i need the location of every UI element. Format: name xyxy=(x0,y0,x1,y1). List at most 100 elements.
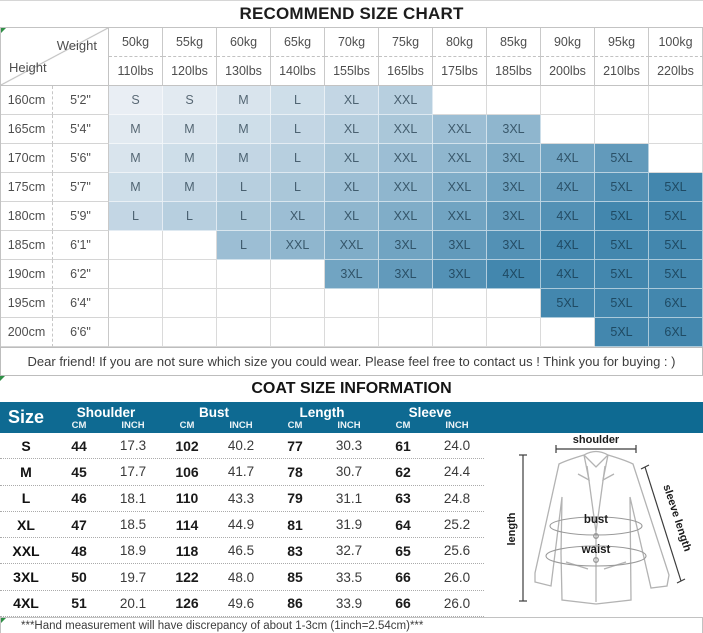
inch-value: 32.7 xyxy=(335,543,363,559)
cm-value: 114 xyxy=(175,516,199,533)
size-cell xyxy=(649,144,703,173)
unit-inch-label: INCH xyxy=(445,420,469,431)
length-measure-line xyxy=(519,454,527,602)
weight-lbs-header: 220lbs xyxy=(649,57,703,86)
size-cell xyxy=(379,318,433,347)
inch-value: 41.7 xyxy=(227,464,255,480)
cm-value: 126 xyxy=(175,595,199,612)
inch-value: 20.1 xyxy=(119,595,147,611)
unit-cm-label: CM xyxy=(395,420,411,431)
height-axis-label: Height xyxy=(9,60,47,75)
height-ft-label: 5'6" xyxy=(53,144,109,173)
size-cell xyxy=(541,318,595,347)
sleeve-length-label: sleeve length xyxy=(660,483,693,553)
inch-value: 25.2 xyxy=(443,517,471,533)
weight-kg-header: 80kg xyxy=(433,28,487,57)
weight-kg-header: 55kg xyxy=(163,28,217,57)
contact-note-text: Dear friend! If you are not sure which s… xyxy=(27,354,676,369)
size-chart-grid: Weight Height 50kg 55kg 60kg 65kg 70kg 75kg 80… xyxy=(0,27,703,347)
size-cell: XXL xyxy=(433,173,487,202)
inch-value: 33.9 xyxy=(335,595,363,611)
unit-cm-label: CM xyxy=(179,420,195,431)
size-cell xyxy=(163,289,217,318)
bust-label: bust xyxy=(584,514,608,526)
coat-row: XL 47 18.5 114 44.9 81 31.9 64 25.2 xyxy=(0,512,484,539)
size-cell: 5XL xyxy=(649,260,703,289)
coat-size-label: XXL xyxy=(12,542,40,559)
size-cell: XXL xyxy=(433,202,487,231)
size-cell xyxy=(217,260,271,289)
size-cell xyxy=(163,318,217,347)
size-cell: XL xyxy=(325,86,379,115)
size-cell: L xyxy=(217,202,271,231)
size-cell: M xyxy=(109,173,163,202)
inch-value: 46.5 xyxy=(227,543,255,559)
coat-row: XXL 48 18.9 118 46.5 83 32.7 65 25.6 xyxy=(0,538,484,565)
coat-group-header: Shoulder CM INCH xyxy=(52,402,160,433)
size-cell: M xyxy=(109,115,163,144)
weight-height-corner-cell: Weight Height xyxy=(1,28,109,86)
inch-value: 44.9 xyxy=(227,517,255,533)
inch-value: 30.3 xyxy=(335,438,363,454)
size-cell: L xyxy=(217,173,271,202)
height-cm-label: 160cm xyxy=(1,86,53,115)
cm-value: 79 xyxy=(287,490,303,507)
inch-value: 18.5 xyxy=(119,517,147,533)
cm-value: 46 xyxy=(71,490,87,507)
size-cell xyxy=(163,260,217,289)
size-cell xyxy=(217,289,271,318)
size-cell: XXL xyxy=(379,115,433,144)
cm-value: 64 xyxy=(395,516,411,533)
inch-value: 17.3 xyxy=(119,438,147,454)
size-cell: 4XL xyxy=(541,202,595,231)
size-cell: 3XL xyxy=(433,260,487,289)
inch-value: 33.5 xyxy=(335,569,363,585)
size-cell xyxy=(433,86,487,115)
coat-group-label: Shoulder xyxy=(76,405,136,420)
cm-value: 45 xyxy=(71,463,87,480)
height-ft-label: 5'9" xyxy=(53,202,109,231)
height-cm-label: 165cm xyxy=(1,115,53,144)
height-ft-label: 6'4" xyxy=(53,289,109,318)
bust-measure-ellipse xyxy=(549,516,643,536)
unit-cm-label: CM xyxy=(287,420,303,431)
cm-value: 66 xyxy=(395,569,411,586)
coat-size-title: COAT SIZE INFORMATION xyxy=(0,376,703,402)
jacket-measure-diagram: shoulder length sleeve length xyxy=(506,434,693,605)
contact-note: Dear friend! If you are not sure which s… xyxy=(0,347,703,376)
size-cell xyxy=(109,231,163,260)
coat-size-label: L xyxy=(21,490,31,507)
size-cell: 6XL xyxy=(649,318,703,347)
weight-lbs-header: 185lbs xyxy=(487,57,541,86)
size-cell xyxy=(379,289,433,318)
size-cell: 5XL xyxy=(649,231,703,260)
height-ft-label: 6'2" xyxy=(53,260,109,289)
cm-value: 66 xyxy=(395,595,411,612)
size-cell: 3XL xyxy=(487,202,541,231)
size-cell xyxy=(271,318,325,347)
cm-value: 48 xyxy=(71,542,87,559)
weight-lbs-header: 200lbs xyxy=(541,57,595,86)
size-cell: 4XL xyxy=(541,231,595,260)
size-cell: L xyxy=(109,202,163,231)
cm-value: 85 xyxy=(287,569,303,586)
coat-size-label: 4XL xyxy=(13,595,39,612)
size-cell xyxy=(271,289,325,318)
inch-value: 49.6 xyxy=(227,595,255,611)
length-label: length xyxy=(506,512,518,545)
size-cell: 5XL xyxy=(595,289,649,318)
size-cell: L xyxy=(271,173,325,202)
size-cell xyxy=(487,289,541,318)
weight-kg-header: 70kg xyxy=(325,28,379,57)
weight-kg-header: 75kg xyxy=(379,28,433,57)
size-cell: XL xyxy=(325,173,379,202)
inch-value: 24.0 xyxy=(443,438,471,454)
shoulder-label: shoulder xyxy=(573,434,620,446)
sleeve-measure-line xyxy=(640,464,686,584)
size-cell xyxy=(595,115,649,144)
inch-value: 18.9 xyxy=(119,543,147,559)
coat-size-label: XL xyxy=(17,516,35,533)
weight-lbs-header: 140lbs xyxy=(271,57,325,86)
cm-value: 51 xyxy=(71,595,87,612)
excel-corner-marker xyxy=(1,618,6,624)
